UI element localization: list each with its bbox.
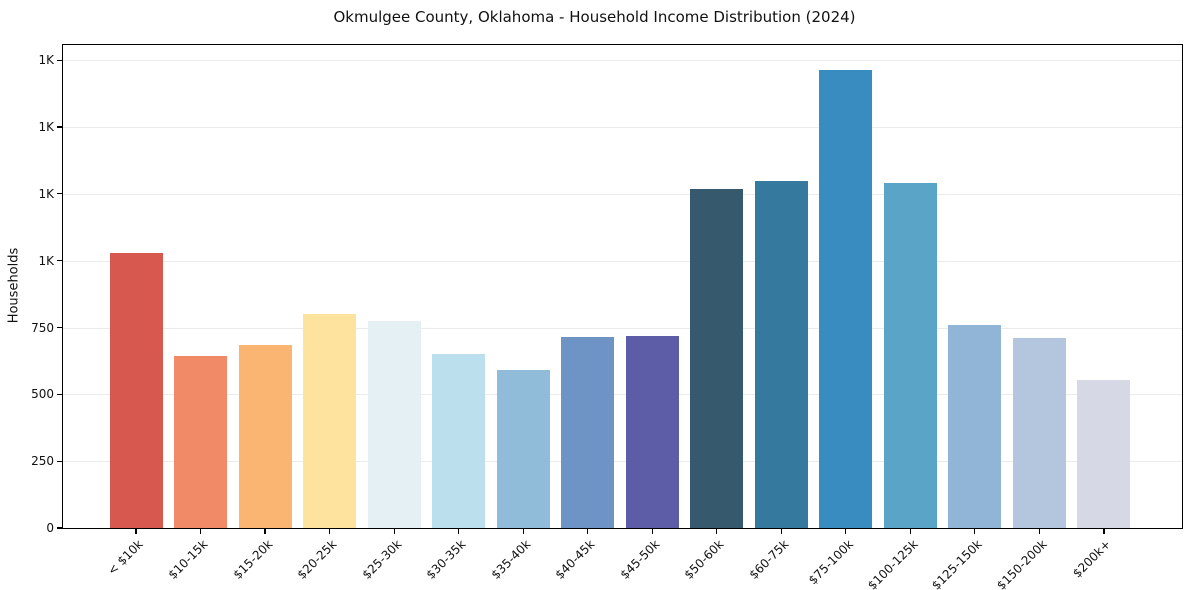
gridline-y-1750 [63,60,1182,62]
bar-13 [948,324,1002,528]
y-tick-label: 750 [31,320,54,335]
gridline-y-1000 [63,260,1182,262]
y-tick-label: 250 [31,454,54,469]
x-tick-label: $40-45k [552,537,598,582]
x-tick-label: $25-30k [359,537,405,582]
x-tick-mark [393,529,395,534]
y-tick-label: 1K [38,53,54,68]
y-tick-mark [57,326,62,329]
plot-area: 0 250 500 750 1K 1K 1K 1K < $10k $10-15k $15-20k $2… [31,44,1183,590]
x-tick-mark [845,529,847,534]
x-tick-mark [1103,529,1105,534]
x-tick-label: $150-200k [993,537,1050,590]
x-tick-label: < $10k [105,537,146,578]
bar-2 [238,344,292,528]
bar-4 [367,320,421,528]
y-tick-label: 1K [38,120,54,135]
y-tick-mark [57,126,62,128]
y-axis-label: Households [6,247,22,324]
x-tick-label: $20-25k [294,537,340,582]
bar-8 [625,335,679,528]
x-tick-mark [651,529,653,534]
x-tick-label: $125-150k [929,537,985,590]
x-tick-label: $35-40k [488,537,534,582]
y-tick-mark [57,193,62,195]
chart-title: Okmulgee County, Oklahoma - Household In… [333,8,856,26]
x-tick-mark [716,529,718,534]
y-tick-mark [57,59,62,61]
x-tick-mark [1038,529,1040,534]
x-tick-mark [780,529,782,534]
bar-15 [1077,379,1131,528]
bar-0 [109,252,163,528]
x-tick-label: $50-60k [681,537,727,582]
bar-5 [432,354,486,528]
y-tick-mark [57,527,62,529]
x-tick-label: $45-50k [617,537,663,582]
bar-10 [754,180,808,528]
bar-12 [883,183,937,528]
y-tick-label: 0 [46,521,54,535]
gridline-y-1500 [63,127,1182,129]
gridline-y-1250 [63,193,1182,195]
bar-1 [174,355,228,528]
x-tick-mark [974,529,976,534]
gridline-y-250 [63,461,1182,463]
x-tick-label: $75-100k [805,537,856,588]
bar-3 [303,314,357,528]
x-tick-mark [264,529,266,534]
x-tick-mark [135,529,137,534]
x-tick-mark [909,529,911,534]
x-tick-label: $200k+ [1070,537,1114,581]
y-tick-label: 1K [38,186,54,201]
y-tick-label: 500 [31,387,54,402]
x-tick-label: $15-20k [230,537,275,582]
bar-14 [1012,338,1066,528]
x-tick-label: $30-35k [423,537,469,582]
y-tick-label: 1K [38,253,54,268]
x-tick-mark [328,529,331,534]
x-tick-mark [458,529,460,534]
x-tick-label: $10-15k [165,537,211,582]
x-tick-mark [199,529,202,534]
x-tick-mark [587,529,589,534]
x-tick-label: $100-125k [864,537,921,590]
bar-6 [496,370,550,528]
gridline-y-500 [63,394,1182,396]
y-tick-mark [57,260,62,262]
y-tick-mark [57,460,62,462]
gridline-y-750 [63,327,1182,329]
x-tick-mark [522,529,524,534]
y-tick-mark [57,393,62,395]
bar-9 [690,188,744,528]
x-tick-label: $60-75k [746,537,792,582]
bar-11 [819,69,873,528]
bar-7 [561,336,615,528]
